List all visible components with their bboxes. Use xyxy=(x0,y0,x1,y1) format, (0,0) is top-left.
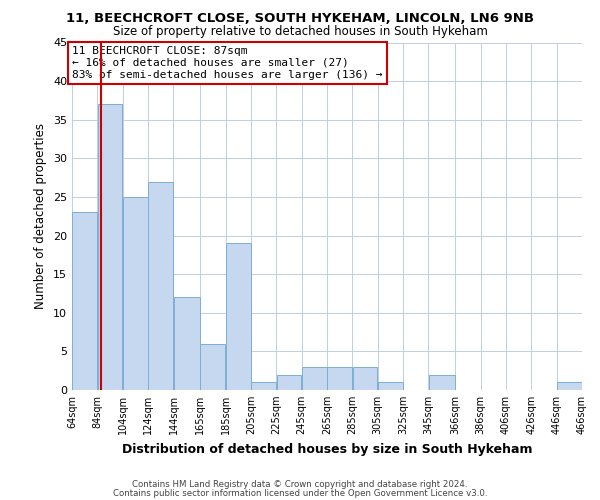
Bar xyxy=(148,182,173,390)
Bar xyxy=(200,344,225,390)
Bar xyxy=(174,298,200,390)
Text: Contains HM Land Registry data © Crown copyright and database right 2024.: Contains HM Land Registry data © Crown c… xyxy=(132,480,468,489)
Text: Contains public sector information licensed under the Open Government Licence v3: Contains public sector information licen… xyxy=(113,488,487,498)
Text: 11 BEECHCROFT CLOSE: 87sqm
← 16% of detached houses are smaller (27)
83% of semi: 11 BEECHCROFT CLOSE: 87sqm ← 16% of deta… xyxy=(72,46,383,80)
Bar xyxy=(378,382,403,390)
Bar xyxy=(123,197,148,390)
Bar xyxy=(277,374,301,390)
Bar xyxy=(328,367,352,390)
Bar xyxy=(302,367,326,390)
Bar xyxy=(429,374,455,390)
Text: 11, BEECHCROFT CLOSE, SOUTH HYKEHAM, LINCOLN, LN6 9NB: 11, BEECHCROFT CLOSE, SOUTH HYKEHAM, LIN… xyxy=(66,12,534,26)
Bar xyxy=(73,212,97,390)
Bar xyxy=(353,367,377,390)
Bar xyxy=(98,104,122,390)
X-axis label: Distribution of detached houses by size in South Hykeham: Distribution of detached houses by size … xyxy=(122,442,532,456)
Bar xyxy=(226,244,251,390)
Bar xyxy=(251,382,276,390)
Text: Size of property relative to detached houses in South Hykeham: Size of property relative to detached ho… xyxy=(113,25,487,38)
Bar xyxy=(557,382,581,390)
Y-axis label: Number of detached properties: Number of detached properties xyxy=(34,123,47,309)
